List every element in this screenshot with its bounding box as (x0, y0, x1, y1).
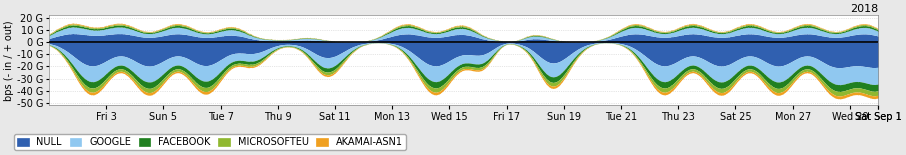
Legend: NULL, GOOGLE, FACEBOOK, MICROSOFTEU, AKAMAI-ASN1: NULL, GOOGLE, FACEBOOK, MICROSOFTEU, AKA… (14, 134, 406, 150)
Y-axis label: bps (- in / + out): bps (- in / + out) (5, 20, 14, 101)
Text: 2018: 2018 (850, 4, 879, 14)
